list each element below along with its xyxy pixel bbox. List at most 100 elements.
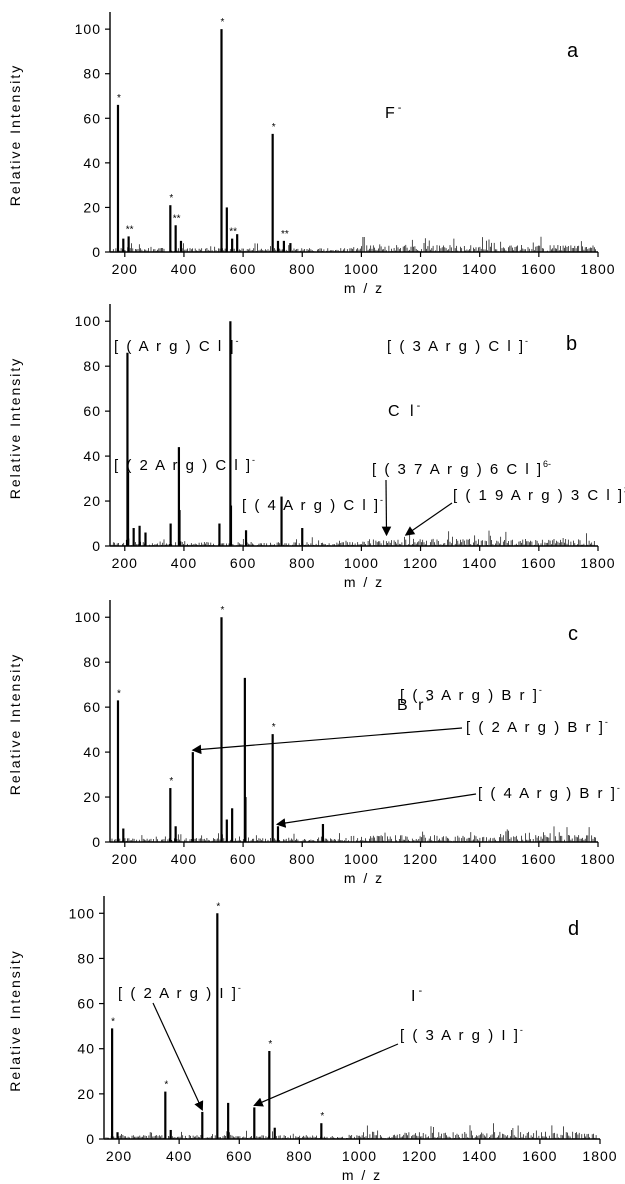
- baseline-noise: [105, 1123, 598, 1139]
- x-tick-label: 200: [112, 261, 138, 277]
- x-tick-label: 1000: [342, 1148, 377, 1164]
- y-tick-label: 0: [92, 834, 101, 850]
- peak-annotation: [ ( 2 A r g ) C l ]-: [114, 455, 255, 474]
- annotation-arrow: [191, 727, 463, 755]
- peak-annotation: [ ( 3 A r g ) I ]-: [400, 1025, 523, 1044]
- y-axis-title: Relative Intensity: [7, 949, 23, 1092]
- annotation-arrow: [404, 502, 453, 536]
- peak-annotation: [ ( 1 9 A r g ) 3 C l ]3-: [453, 485, 625, 504]
- y-tick-label: 20: [77, 1086, 95, 1102]
- x-tick-label: 1600: [521, 555, 556, 571]
- y-axis-title: Relative Intensity: [7, 357, 23, 500]
- peak-marker: **: [281, 229, 289, 240]
- peak-marker: *: [169, 193, 173, 204]
- x-tick-label: 200: [112, 851, 138, 867]
- x-tick-label: 400: [171, 851, 197, 867]
- x-tick-label: 1200: [403, 261, 438, 277]
- baseline-noise: [111, 236, 596, 252]
- peak-marker: *: [164, 1080, 168, 1091]
- peak-marker: *: [221, 605, 225, 616]
- peak-annotation: [ ( 3 A r g ) C l ]-: [387, 336, 528, 355]
- baseline-noise: [111, 530, 595, 546]
- x-tick-label: 800: [289, 261, 315, 277]
- anion-label: B r-: [397, 694, 433, 714]
- y-tick-label: 0: [92, 538, 101, 554]
- y-tick-label: 0: [92, 244, 101, 260]
- y-axis-title: Relative Intensity: [7, 64, 23, 207]
- peak-marker: *: [111, 1016, 115, 1027]
- y-tick-label: 40: [83, 155, 101, 171]
- x-tick-label: 1800: [580, 851, 615, 867]
- y-tick-label: 80: [83, 66, 101, 82]
- x-tick-label: 1000: [344, 555, 379, 571]
- x-axis-title: m / z: [344, 280, 384, 296]
- x-tick-label: 1400: [462, 261, 497, 277]
- peak-marker: *: [216, 901, 220, 912]
- panel-letter: c: [568, 623, 578, 645]
- x-tick-label: 1000: [344, 851, 379, 867]
- x-axis-title: m / z: [344, 574, 384, 590]
- y-tick-label: 20: [83, 199, 101, 215]
- x-tick-label: 800: [286, 1148, 312, 1164]
- peak-annotation: [ ( 2 A r g ) B r ]-: [466, 717, 608, 736]
- spectrum-panel-c: 0 20 40 60 80 100 200 400 600 800 1000 1200 1400 1600…: [7, 600, 620, 886]
- x-tick-label: 200: [112, 555, 138, 571]
- baseline-noise: [111, 826, 596, 842]
- x-tick-label: 200: [106, 1148, 132, 1164]
- y-tick-label: 20: [83, 493, 101, 509]
- x-tick-label: 1600: [522, 1148, 557, 1164]
- x-tick-label: 1200: [403, 851, 438, 867]
- y-tick-label: 100: [75, 21, 101, 37]
- y-tick-label: 60: [83, 110, 101, 126]
- peak-annotation: [ ( 2 A r g ) I ]-: [118, 983, 241, 1002]
- y-tick-label: 20: [83, 789, 101, 805]
- x-tick-label: 800: [289, 555, 315, 571]
- peak-marker: **: [173, 213, 181, 224]
- peak-marker: **: [126, 224, 134, 235]
- peak-marker: *: [117, 93, 121, 104]
- panel-letter: b: [566, 333, 577, 355]
- peak-marker: *: [320, 1111, 324, 1122]
- x-tick-label: 600: [230, 851, 256, 867]
- anion-label: F-: [385, 102, 404, 122]
- peak-marker: *: [117, 688, 121, 699]
- x-tick-label: 1600: [521, 261, 556, 277]
- x-axis-title: m / z: [344, 870, 384, 886]
- y-tick-label: 40: [83, 744, 101, 760]
- x-tick-label: 600: [230, 555, 256, 571]
- x-tick-label: 1200: [402, 1148, 437, 1164]
- y-tick-label: 80: [77, 950, 95, 966]
- peak-marker: *: [169, 776, 173, 787]
- peak-annotation: [ ( 4 A r g ) B r ]-: [478, 783, 620, 802]
- x-tick-label: 1200: [403, 555, 438, 571]
- spectrum-panel-d: 0 20 40 60 80 100 200 400 600 800 1000 1200 1400 1600…: [7, 896, 617, 1183]
- x-tick-label: 400: [171, 555, 197, 571]
- y-tick-label: 40: [83, 448, 101, 464]
- anion-label: I-: [411, 985, 425, 1005]
- spectrum-panel-a: 0 20 40 60 80 100 200 400 600 800 1000 1200 1400 1600…: [7, 12, 615, 296]
- x-tick-label: 1400: [462, 851, 497, 867]
- peak-annotation: [ ( 3 7 A r g ) 6 C l ]6-: [372, 459, 551, 478]
- y-tick-label: 60: [83, 699, 101, 715]
- peak-marker: *: [272, 122, 276, 133]
- annotation-arrow: [253, 1043, 399, 1107]
- x-tick-label: 1800: [580, 261, 615, 277]
- x-axis-title: m / z: [342, 1167, 382, 1183]
- x-tick-label: 1400: [462, 555, 497, 571]
- annotation-arrow: [381, 479, 392, 537]
- x-tick-label: 1400: [462, 1148, 497, 1164]
- peak-marker: **: [229, 227, 237, 238]
- peak-marker: *: [272, 722, 276, 733]
- y-tick-label: 0: [86, 1131, 95, 1147]
- x-tick-label: 600: [230, 261, 256, 277]
- spectrum-panel-b: 0 20 40 60 80 100 200 400 600 800 1000 1200 1400 1600…: [7, 304, 625, 590]
- x-tick-label: 400: [166, 1148, 192, 1164]
- x-tick-label: 1800: [582, 1148, 617, 1164]
- peak-marker: *: [268, 1039, 272, 1050]
- x-tick-label: 400: [171, 261, 197, 277]
- x-tick-label: 600: [226, 1148, 252, 1164]
- panel-letter: d: [568, 918, 579, 940]
- y-tick-label: 80: [83, 358, 101, 374]
- y-tick-label: 100: [75, 609, 101, 625]
